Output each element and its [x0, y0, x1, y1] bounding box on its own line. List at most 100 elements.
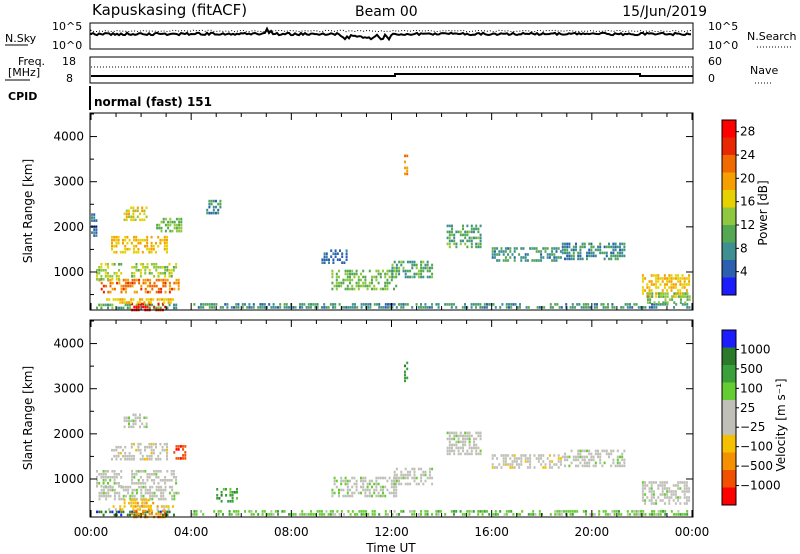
velocity-cell: [159, 510, 162, 514]
velocity-cell: [681, 490, 684, 493]
velocity-cell: [338, 491, 340, 495]
power-cell: [513, 256, 516, 259]
velocity-colorbar-segment: [722, 470, 736, 488]
power-cell: [139, 302, 142, 306]
power-cell: [118, 263, 120, 266]
velocity-cell: [406, 473, 409, 477]
velocity-cell: [261, 510, 264, 513]
velocity-cell: [141, 498, 144, 502]
velocity-colorbar-segment: [722, 452, 736, 471]
velocity-cell: [164, 497, 167, 501]
power-cell: [677, 289, 680, 292]
power-cell: [330, 255, 333, 258]
velocity-cell: [520, 463, 523, 466]
power-cell: [464, 303, 466, 306]
freq-tick-bottom: 8: [66, 72, 73, 85]
power-cell: [641, 289, 644, 292]
velocity-colorbar-segment: [722, 435, 736, 453]
power-cell: [536, 306, 539, 309]
power-cell: [142, 302, 145, 306]
velocity-cell: [459, 452, 462, 456]
velocity-cell: [135, 482, 138, 485]
power-cell: [411, 260, 414, 264]
power-cell: [124, 247, 127, 251]
velocity-cell: [220, 494, 223, 497]
velocity-cell: [616, 455, 619, 459]
velocity-cell: [351, 485, 354, 489]
velocity-cell: [139, 508, 141, 511]
velocity-cell: [477, 452, 480, 456]
power-cell: [670, 277, 673, 280]
velocity-cell: [148, 476, 151, 479]
power-cell: [579, 245, 582, 249]
power-cell: [135, 303, 138, 307]
power-cell: [648, 286, 651, 289]
power-cell: [395, 272, 398, 276]
velocity-cell: [650, 499, 653, 502]
power-cell: [553, 247, 556, 250]
power-cell: [124, 250, 127, 254]
velocity-cell: [360, 513, 363, 516]
power-cell: [579, 254, 582, 258]
power-cell: [277, 306, 279, 309]
power-cell: [140, 287, 143, 291]
velocity-cell: [518, 466, 521, 469]
power-cell: [175, 226, 178, 230]
x-axis-label: Time UT: [365, 541, 416, 554]
power-cell: [451, 239, 453, 243]
velocity-cell: [683, 487, 686, 490]
power-cell: [475, 224, 478, 228]
velocity-cell: [462, 443, 464, 447]
power-cell: [564, 257, 566, 261]
velocity-cell: [642, 513, 645, 516]
power-cell: [568, 242, 571, 246]
velocity-cell: [144, 513, 147, 517]
velocity-cell: [537, 454, 540, 457]
velocity-cell: [107, 470, 109, 473]
power-cell: [648, 306, 651, 309]
velocity-cell: [685, 499, 688, 502]
velocity-cell: [657, 513, 660, 516]
power-cell: [233, 306, 235, 309]
velocity-cell: [148, 512, 151, 516]
velocity-cell: [670, 510, 673, 513]
power-cell: [340, 281, 343, 285]
power-cell: [376, 303, 378, 306]
power-cell: [111, 275, 114, 278]
velocity-cell: [453, 434, 456, 438]
velocity-cell: [568, 464, 571, 468]
power-cell: [483, 306, 486, 309]
velocity-cell: [150, 454, 153, 458]
power-cell: [143, 218, 146, 222]
velocity-cell: [648, 481, 651, 484]
power-cell: [620, 306, 623, 309]
power-cell: [475, 245, 478, 249]
velocity-cell: [378, 513, 381, 516]
power-cell: [422, 275, 425, 279]
power-cell: [448, 224, 451, 228]
power-cell: [133, 278, 136, 282]
power-cell: [519, 303, 521, 306]
x-tick-label: 16:00: [474, 525, 509, 539]
power-cell: [124, 290, 127, 294]
power-cell: [164, 275, 167, 278]
velocity-cell: [612, 461, 615, 465]
power-cell: [451, 233, 453, 237]
power-cell: [404, 166, 406, 170]
velocity-cell: [165, 505, 168, 508]
power-cell: [173, 306, 175, 310]
power-cell: [248, 306, 251, 309]
power-cell: [155, 263, 158, 266]
power-cell: [148, 250, 151, 254]
velocity-cell: [468, 434, 471, 438]
velocity-cell: [179, 445, 182, 448]
power-cell: [466, 230, 469, 234]
power-cell: [165, 298, 168, 301]
power-cell: [355, 272, 358, 276]
velocity-cell: [685, 496, 688, 499]
velocity-cell: [657, 496, 660, 499]
power-cell: [120, 287, 123, 291]
velocity-cell: [400, 510, 403, 513]
